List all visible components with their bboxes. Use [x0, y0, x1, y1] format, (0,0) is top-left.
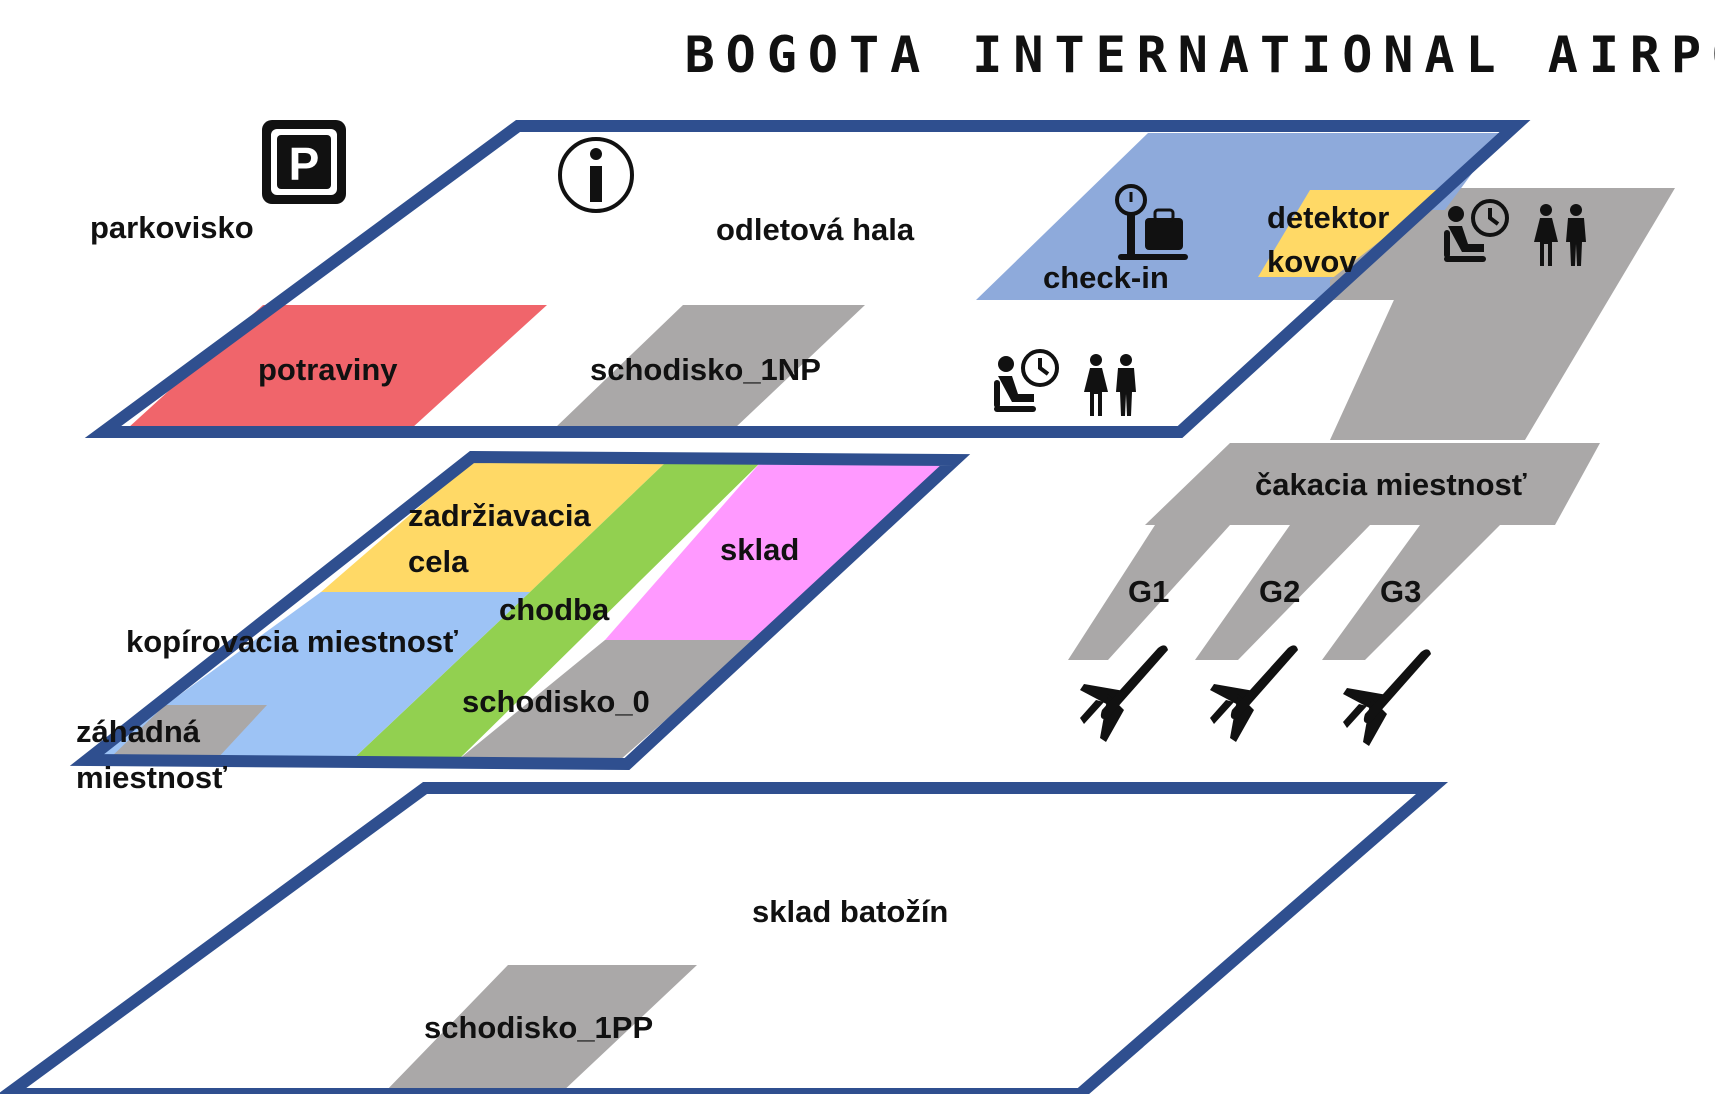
parking-label: parkovisko — [90, 210, 254, 245]
middle-floor-outline — [69, 450, 971, 771]
detector-label-line1: detektor — [1267, 200, 1389, 235]
airport-title: BOGOTA INTERNATIONAL AIRPORT — [685, 26, 1715, 84]
luggage-scale-icon — [1115, 184, 1188, 260]
gate-g3-label: G3 — [1380, 574, 1421, 609]
checkin-label: check-in — [1043, 260, 1169, 295]
lower-floor — [0, 782, 1449, 1094]
gate-branch-g2 — [1195, 525, 1370, 660]
upper-floor-outline — [84, 120, 1531, 438]
gate-branch-g1 — [1068, 525, 1230, 660]
holding-cell-label-line1: zadržiavacia — [408, 498, 591, 533]
detector-label-line2: kovov — [1267, 244, 1357, 279]
mystery-room-label-line2: miestnosť — [76, 760, 227, 795]
corridor-area — [352, 463, 760, 760]
svg-text:P: P — [289, 138, 320, 190]
gate-g1-label: G1 — [1128, 574, 1169, 609]
stairs-0-area — [458, 640, 757, 760]
airplane-icon — [1343, 649, 1431, 746]
copy-room-label: kopírovacia miestnosť — [126, 624, 458, 659]
waiting-room-icon — [992, 349, 1059, 414]
storage-label: sklad — [720, 532, 799, 567]
gate-branch-g3 — [1322, 525, 1500, 660]
detector-connector — [1330, 210, 1480, 300]
stairs-1pp-label: schodisko_1PP — [424, 1010, 653, 1045]
gate-g2-label: G2 — [1259, 574, 1300, 609]
restroom-icon — [1084, 354, 1136, 416]
corridor-label: chodba — [499, 592, 610, 627]
upper-floor — [84, 120, 1531, 438]
baggage-storage-label: sklad batožín — [752, 894, 948, 929]
info-icon — [558, 137, 634, 213]
stairs-1pp-area — [383, 965, 697, 1094]
lower-floor-outline — [0, 782, 1449, 1094]
holding-cell-area — [321, 463, 665, 592]
stairs-1np-area — [555, 305, 865, 428]
mystery-room-area — [108, 705, 267, 760]
departure-hall-label: odletová hala — [716, 212, 915, 247]
stairs-0-label: schodisko_0 — [462, 684, 650, 719]
parking-icon: P — [262, 120, 346, 204]
holding-cell-label-line2: cela — [408, 544, 469, 579]
food-label: potraviny — [258, 352, 398, 387]
mystery-room-label-line1: záhadná — [76, 714, 201, 749]
stairs-1np-label: schodisko_1NP — [590, 352, 821, 387]
storage-area — [605, 463, 943, 640]
middle-floor — [69, 450, 971, 771]
waiting-room-area — [1145, 443, 1600, 525]
waiting-room-label: čakacia miestnosť — [1255, 467, 1527, 502]
